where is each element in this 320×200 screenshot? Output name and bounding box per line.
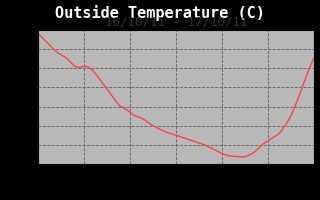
Text: Outside Temperature (C): Outside Temperature (C) xyxy=(55,5,265,21)
Title: 16/10/11 - 17/10/11: 16/10/11 - 17/10/11 xyxy=(105,16,247,29)
